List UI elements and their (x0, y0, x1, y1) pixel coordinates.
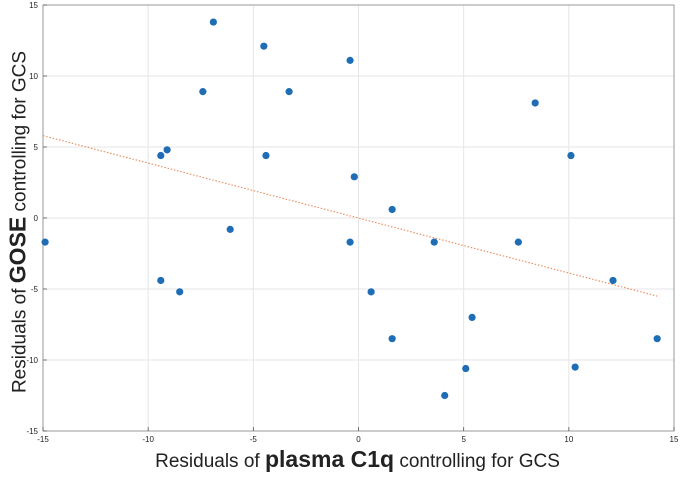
x-axis-label: Residuals of plasma C1q controlling for … (0, 446, 680, 473)
y-tick-label: 0 (34, 214, 39, 223)
x-tick-label: 5 (461, 435, 466, 444)
data-point (567, 151, 575, 160)
data-point (531, 99, 539, 107)
data-point (514, 238, 522, 246)
x-axis-label-pre: Residuals of (155, 451, 265, 472)
data-point (226, 225, 234, 233)
data-point (462, 364, 470, 373)
data-point (157, 276, 165, 285)
data-points (41, 18, 661, 400)
x-tick-label: 0 (356, 435, 361, 444)
y-tick-label: -15 (26, 427, 38, 436)
x-axis-ticks: -15 -10 -5 0 5 10 15 (37, 427, 679, 444)
y-axis-label-pre: Residuals of (9, 283, 31, 394)
x-tick-label: -5 (250, 435, 258, 444)
y-tick-label: 15 (29, 1, 38, 10)
y-tick-label: 10 (29, 72, 38, 81)
y-axis-label-bold: GOSE (4, 216, 31, 284)
data-point (367, 288, 375, 296)
data-point (609, 276, 617, 285)
data-point (285, 88, 293, 96)
data-point (430, 238, 438, 246)
x-axis-label-bold: plasma C1q (264, 446, 395, 472)
y-tick-label: -10 (26, 356, 38, 365)
x-tick-label: 15 (670, 435, 679, 444)
data-point (388, 335, 396, 343)
data-point (468, 313, 476, 321)
data-point (346, 238, 354, 246)
data-point (441, 391, 449, 400)
trend-line (42, 135, 658, 297)
y-axis-ticks: -15 -10 -5 0 5 10 15 (26, 1, 47, 436)
data-point (262, 151, 270, 160)
data-point (157, 151, 165, 160)
data-point (199, 88, 207, 96)
x-axis-label-post: controlling for GCS (394, 451, 560, 472)
grid (42, 4, 675, 432)
x-tick-label: 10 (564, 435, 573, 444)
data-point (571, 363, 579, 371)
data-point (388, 205, 396, 214)
x-tick-label: -10 (142, 435, 154, 444)
data-point (653, 335, 661, 343)
data-point (350, 173, 358, 181)
data-point (176, 288, 184, 296)
data-point (346, 56, 354, 64)
y-tick-label: 5 (34, 143, 39, 152)
x-tick-label: -15 (37, 435, 49, 444)
data-point (209, 18, 217, 26)
data-point (41, 238, 49, 246)
y-tick-label: -5 (31, 285, 39, 294)
y-axis-label: Residuals of GOSE controlling for GCS (5, 51, 32, 393)
y-axis-label-post: controlling for GCS (9, 50, 31, 217)
data-point (163, 146, 171, 154)
data-point (260, 42, 268, 50)
